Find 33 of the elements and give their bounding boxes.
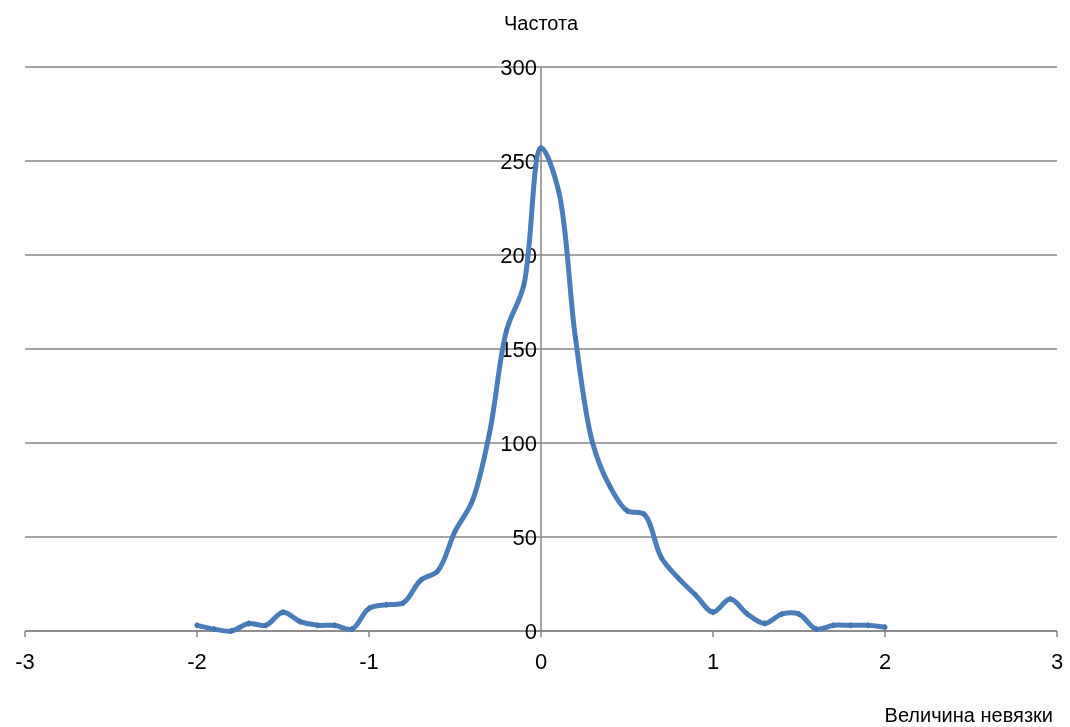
point [710,608,716,616]
point [865,622,870,629]
point [848,622,853,629]
point [332,622,337,629]
point [882,623,888,631]
x-tick-label: 1 [706,649,720,674]
x-axis-title: Величина невязки [884,704,1053,726]
point [676,575,681,582]
point [452,528,458,535]
point [298,618,303,625]
x-tick-label: -3 [15,649,35,674]
y-axis-title: Частота [503,12,579,34]
point [366,605,372,612]
point [642,511,647,518]
point [246,620,251,627]
point [315,622,320,629]
point [796,610,802,618]
x-tick-label: 2 [878,649,892,674]
point [280,608,286,616]
point [624,507,630,515]
point [194,622,200,629]
x-tick-label: -1 [359,649,379,674]
y-tick-label: 0 [524,619,537,644]
point [263,622,268,629]
y-tick-label: 300 [500,55,537,80]
point [538,144,544,152]
x-tick-label: 3 [1050,649,1064,674]
y-tick-label: 50 [512,525,537,550]
point [487,430,492,437]
point [831,622,836,629]
point [762,620,767,627]
y-tick-label: 100 [500,431,537,456]
x-tick-label: -2 [187,649,207,674]
